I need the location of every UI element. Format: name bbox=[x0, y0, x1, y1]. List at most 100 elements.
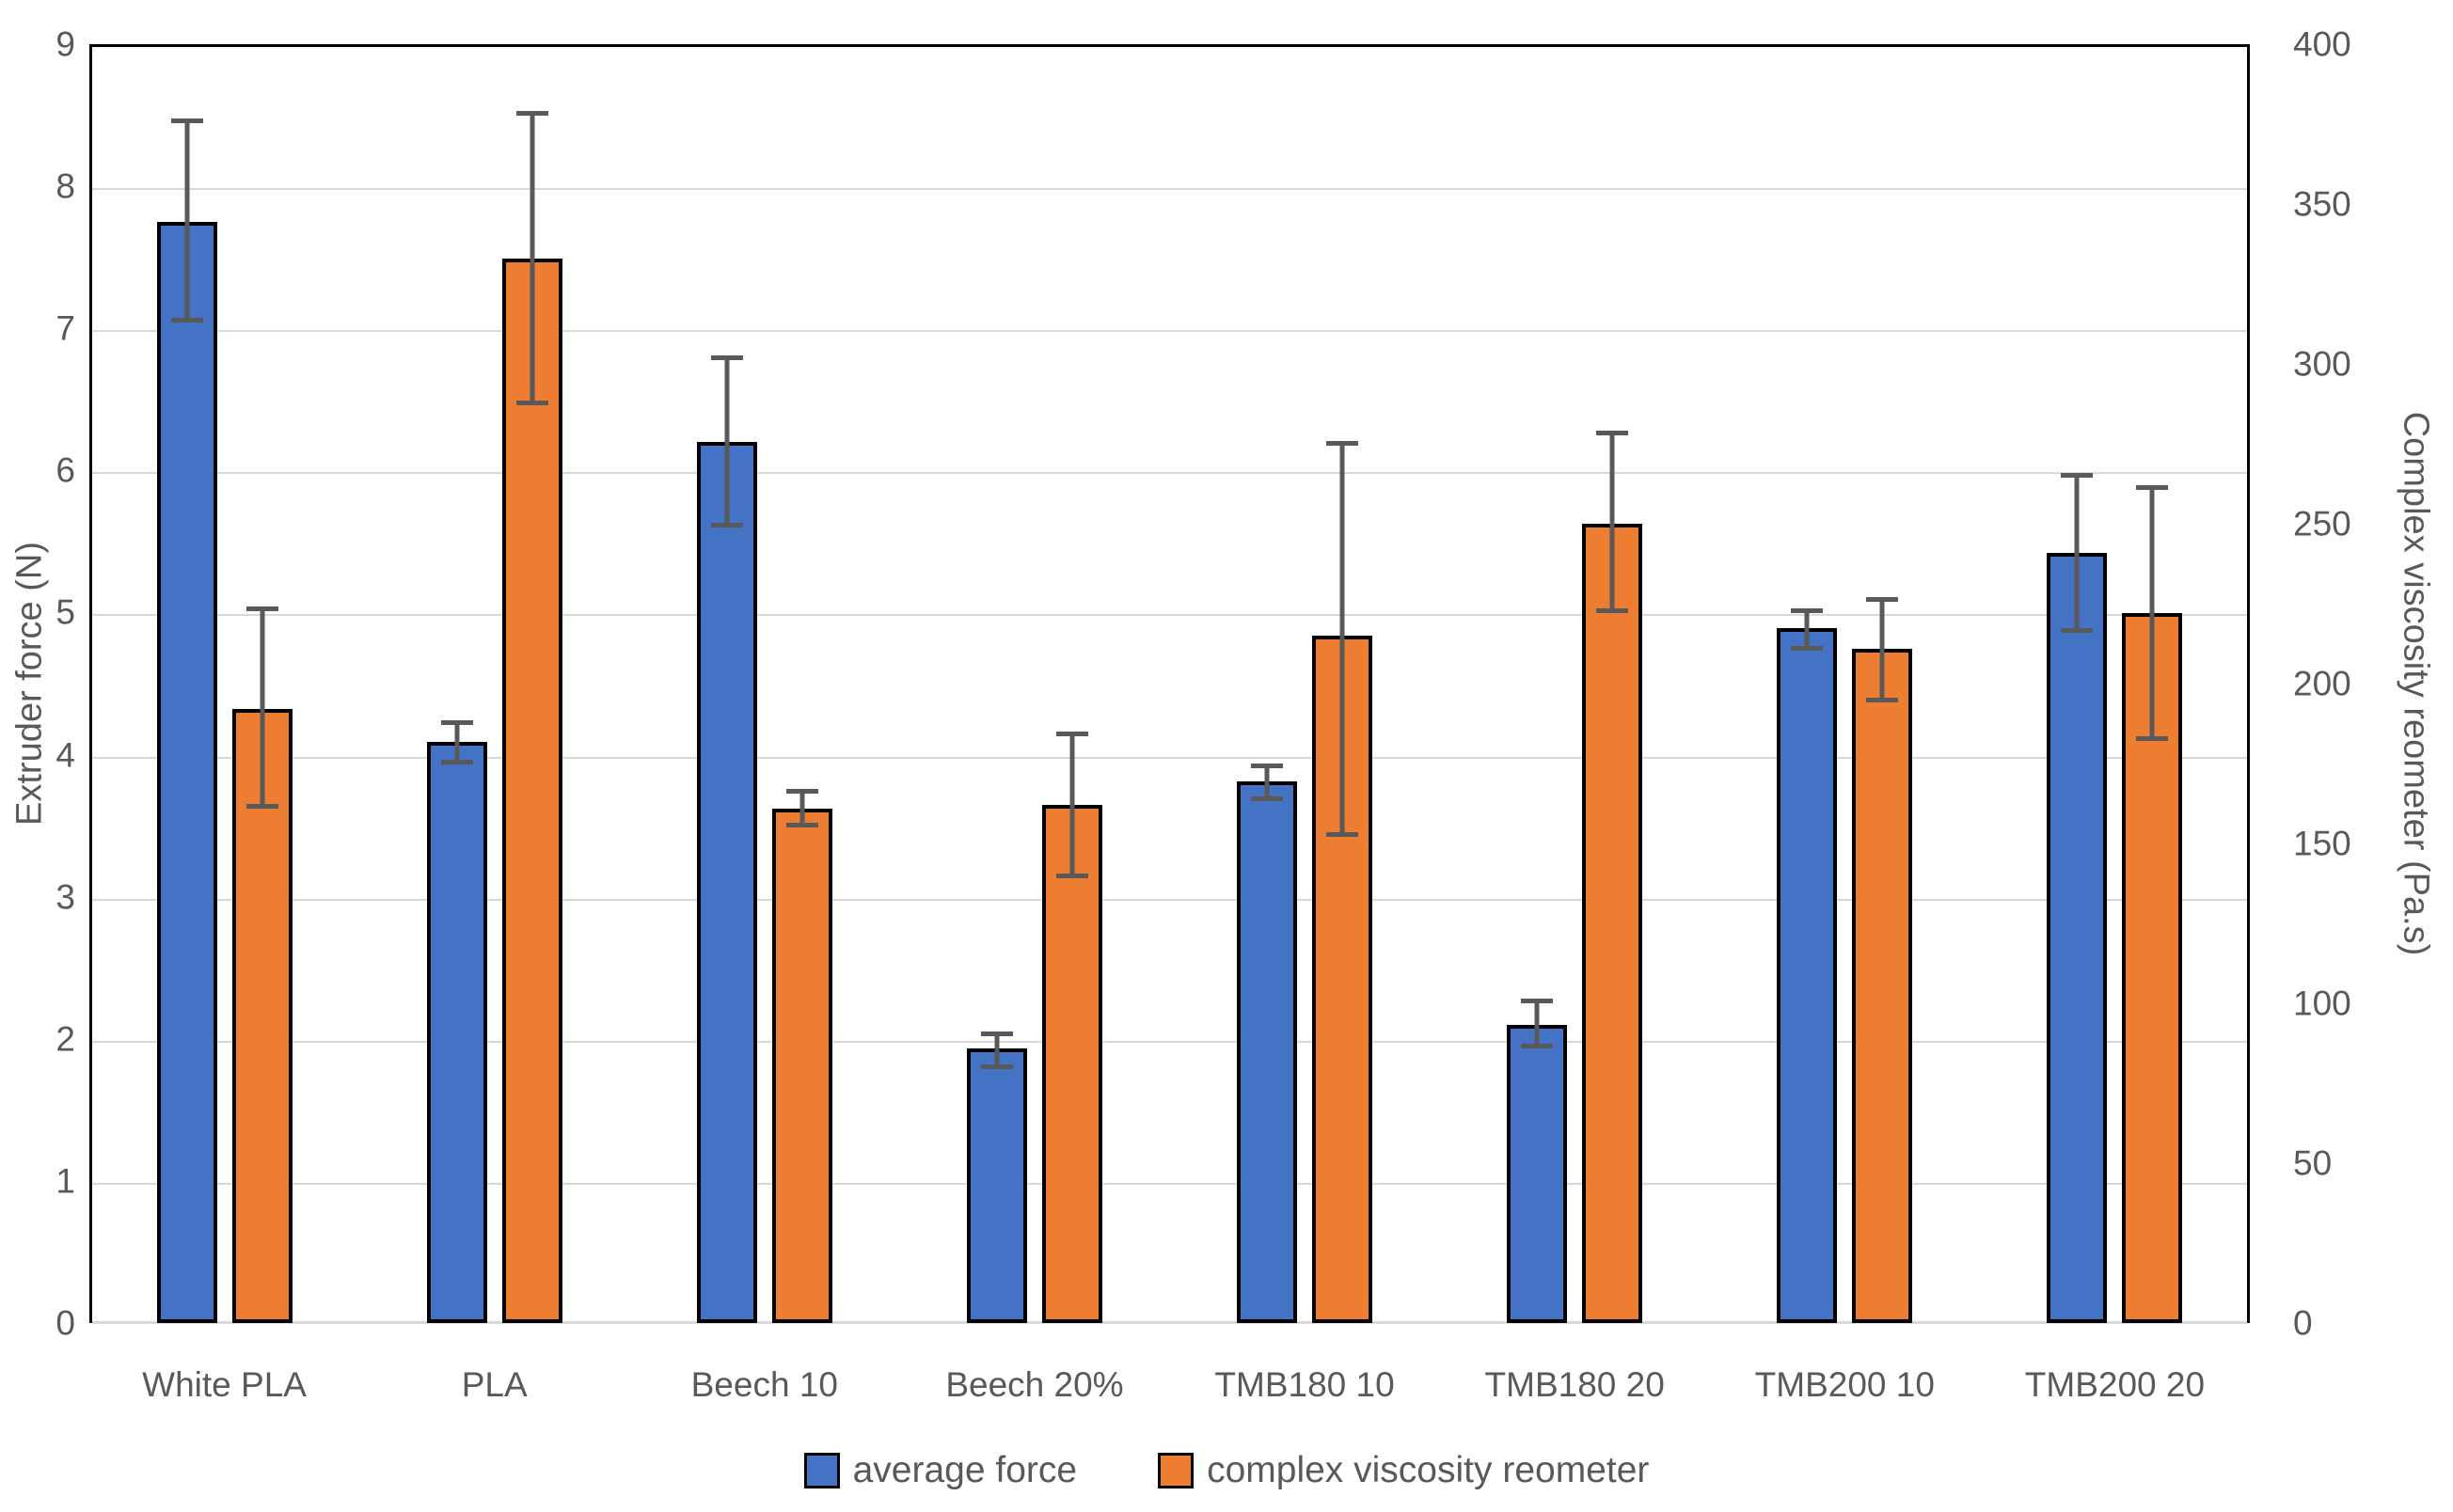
error-bar-cap-top bbox=[710, 354, 743, 360]
gridline bbox=[92, 188, 2247, 191]
error-bar-stem bbox=[260, 606, 265, 809]
error-bar-cap-top bbox=[1866, 597, 1899, 603]
right-axis-tick-label: 0 bbox=[2293, 1303, 2313, 1343]
left-axis-title: Extruder force (N) bbox=[9, 542, 50, 826]
error-bar-cap-bottom bbox=[710, 522, 743, 528]
error-bar-cap-bottom bbox=[2061, 627, 2094, 633]
error-bar bbox=[232, 606, 293, 809]
bar-average-force bbox=[696, 442, 757, 1323]
error-bar-stem bbox=[1264, 763, 1270, 802]
right-axis-title: Complex viscosity reometer (Pa.s) bbox=[2396, 411, 2436, 956]
left-axis-tick-label: 0 bbox=[55, 1303, 75, 1343]
right-axis-tick-label: 50 bbox=[2293, 1143, 2333, 1183]
error-bar-cap-top bbox=[170, 118, 203, 123]
bar-complex-viscosity bbox=[501, 258, 562, 1323]
error-bar-stem bbox=[2074, 473, 2080, 633]
gridline bbox=[92, 330, 2247, 333]
error-bar-cap-bottom bbox=[1251, 796, 1284, 802]
error-bar-stem bbox=[994, 1032, 1000, 1069]
bar-complex-viscosity bbox=[231, 709, 293, 1323]
error-bar-stem bbox=[2149, 485, 2155, 742]
category-label: White PLA bbox=[142, 1365, 307, 1404]
error-bar-cap-top bbox=[515, 111, 548, 117]
gridline bbox=[92, 1182, 2247, 1185]
plot-area bbox=[89, 44, 2250, 1324]
category-label: Beech 20% bbox=[945, 1365, 1124, 1404]
error-bar-cap-top bbox=[1521, 999, 1554, 1004]
right-axis-tick-label: 400 bbox=[2293, 24, 2351, 64]
category-label: PLA bbox=[461, 1365, 528, 1404]
gridline bbox=[92, 898, 2247, 901]
bar-average-force bbox=[966, 1048, 1027, 1323]
error-bar-cap-bottom bbox=[1055, 874, 1088, 879]
gridline bbox=[92, 756, 2247, 759]
error-bar-cap-top bbox=[1326, 440, 1359, 446]
gridline bbox=[92, 614, 2247, 617]
error-bar-cap-top bbox=[1055, 732, 1088, 736]
error-bar bbox=[772, 789, 832, 827]
error-bar-cap-bottom bbox=[515, 401, 548, 406]
left-axis-tick-label: 6 bbox=[55, 450, 75, 490]
error-bar-cap-bottom bbox=[245, 803, 278, 809]
error-bar bbox=[967, 1032, 1027, 1069]
error-bar-stem bbox=[1804, 607, 1810, 652]
error-bar bbox=[1042, 732, 1102, 879]
right-axis-tick-label: 350 bbox=[2293, 184, 2351, 224]
bar-average-force bbox=[426, 741, 487, 1323]
left-axis-tick-label: 3 bbox=[55, 877, 75, 917]
error-bar-stem bbox=[1609, 431, 1615, 614]
error-bar bbox=[157, 118, 217, 323]
error-bar-cap-top bbox=[2136, 485, 2169, 491]
bar-average-force bbox=[1507, 1024, 1568, 1323]
error-bar-stem bbox=[1534, 999, 1540, 1049]
bar-average-force bbox=[156, 221, 217, 1323]
right-axis-tick-label: 150 bbox=[2293, 824, 2351, 863]
right-axis-tick-label: 200 bbox=[2293, 664, 2351, 703]
error-bar bbox=[697, 354, 757, 528]
bar-average-force bbox=[1237, 781, 1298, 1323]
error-bar-stem bbox=[184, 118, 190, 323]
error-bar-cap-top bbox=[2061, 473, 2094, 479]
error-bar bbox=[2047, 473, 2107, 633]
left-axis-tick-label: 5 bbox=[55, 592, 75, 632]
left-axis-tick-label: 1 bbox=[55, 1161, 75, 1201]
error-bar bbox=[1312, 440, 1372, 838]
error-bar-stem bbox=[1879, 597, 1885, 703]
error-bar bbox=[1507, 999, 1567, 1049]
gridline bbox=[92, 1040, 2247, 1043]
error-bar-cap-bottom bbox=[1521, 1044, 1554, 1049]
right-axis-tick-label: 100 bbox=[2293, 984, 2351, 1023]
error-bar bbox=[1237, 763, 1297, 802]
left-axis-tick-label: 8 bbox=[55, 166, 75, 206]
error-bar-cap-bottom bbox=[1596, 608, 1629, 614]
bar-complex-viscosity bbox=[1041, 805, 1102, 1323]
category-label: Beech 10 bbox=[690, 1365, 838, 1404]
error-bar bbox=[2122, 485, 2182, 742]
x-axis-line bbox=[92, 1321, 2247, 1324]
category-label: TMB200 10 bbox=[1754, 1365, 1935, 1404]
error-bar-stem bbox=[454, 720, 460, 765]
bar-complex-viscosity bbox=[771, 808, 832, 1323]
gridline bbox=[92, 472, 2247, 475]
error-bar-cap-bottom bbox=[170, 318, 203, 323]
error-bar-stem bbox=[799, 789, 805, 827]
error-bar-cap-top bbox=[1596, 431, 1629, 436]
legend-item: average force bbox=[803, 1450, 1078, 1491]
error-bar bbox=[1777, 607, 1837, 652]
error-bar-cap-bottom bbox=[2136, 736, 2169, 742]
error-bar-stem bbox=[1069, 732, 1075, 879]
category-label: TMB180 20 bbox=[1484, 1365, 1665, 1404]
error-bar-cap-top bbox=[245, 606, 278, 612]
legend-swatch-icon bbox=[803, 1453, 840, 1488]
error-bar bbox=[427, 720, 487, 765]
legend-label: average force bbox=[852, 1450, 1078, 1490]
legend-item: complex viscosity reometer bbox=[1158, 1450, 1649, 1491]
error-bar-cap-top bbox=[980, 1032, 1013, 1037]
legend-swatch-icon bbox=[1158, 1453, 1195, 1488]
error-bar-cap-bottom bbox=[1791, 646, 1824, 652]
error-bar-cap-top bbox=[440, 720, 473, 726]
error-bar bbox=[502, 111, 562, 406]
legend-label: complex viscosity reometer bbox=[1207, 1450, 1650, 1490]
legend: average force complex viscosity reometer bbox=[0, 1450, 2453, 1491]
